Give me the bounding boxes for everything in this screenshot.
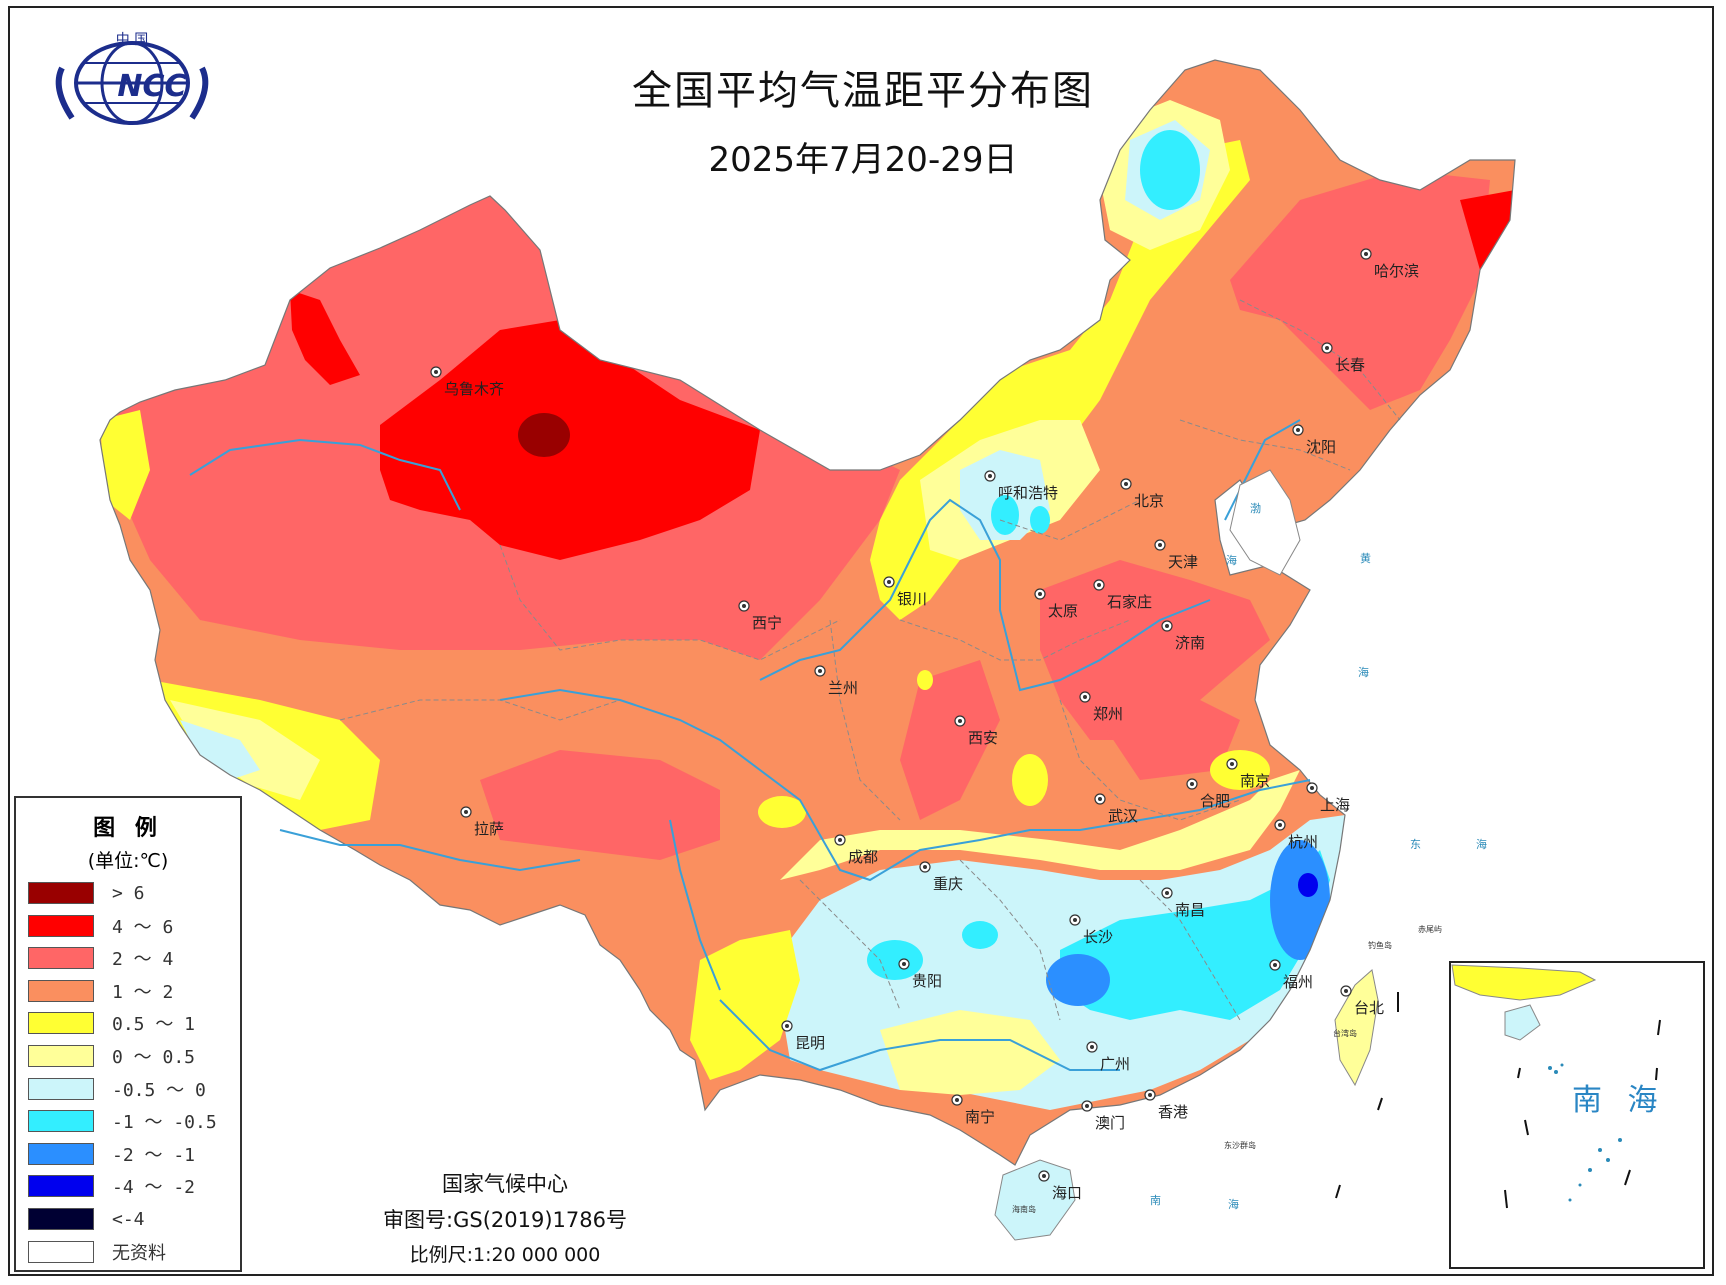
legend-item: -0.5 ～ 0	[28, 1076, 206, 1102]
legend-item: 1 ～ 2	[28, 978, 173, 1004]
city-label: 南昌	[1175, 899, 1205, 920]
island-label: 东沙群岛	[1224, 1140, 1256, 1151]
legend-swatch	[28, 1143, 94, 1165]
city-label: 上海	[1320, 794, 1350, 815]
logo-top-text: 中 国	[116, 32, 148, 48]
legend-label: 0 ～ 0.5	[112, 1043, 195, 1069]
legend-item: <-4	[28, 1206, 145, 1232]
city-label: 沈阳	[1306, 436, 1336, 457]
city-label: 乌鲁木齐	[444, 378, 504, 399]
legend-label: 无资料	[112, 1239, 166, 1265]
city-label: 海口	[1052, 1182, 1082, 1203]
city-label: 太原	[1048, 600, 1078, 621]
sea-label: 海	[1228, 1196, 1239, 1212]
city-label: 杭州	[1288, 831, 1318, 852]
legend-item: -2 ～ -1	[28, 1141, 195, 1167]
city-label: 香港	[1158, 1101, 1188, 1122]
city-label: 呼和浩特	[998, 482, 1058, 503]
sea-label: 海	[1358, 664, 1369, 680]
legend-label: -1 ～ -0.5	[112, 1108, 217, 1134]
city-label: 西宁	[752, 612, 782, 633]
map-date-range: 2025年7月20-29日	[0, 132, 1726, 181]
legend: 图 例 (单位:℃) > 6 4 ～ 6 2 ～ 4 1 ～ 2 0.5 ～ 1 0 ～ …	[14, 796, 242, 1272]
island-label: 海南岛	[1012, 1204, 1036, 1215]
legend-item: > 6	[28, 880, 145, 906]
city-label: 北京	[1134, 490, 1164, 511]
city-label: 福州	[1283, 971, 1313, 992]
sea-label: 渤	[1250, 500, 1261, 516]
city-label: 天津	[1168, 551, 1198, 572]
legend-label: -4 ～ -2	[112, 1173, 195, 1199]
legend-swatch	[28, 1045, 94, 1067]
legend-label: <-4	[112, 1209, 145, 1230]
legend-item: 0.5 ～ 1	[28, 1010, 195, 1036]
legend-swatch	[28, 1078, 94, 1100]
legend-label: -2 ～ -1	[112, 1141, 195, 1167]
legend-item: 无资料	[28, 1239, 166, 1265]
island-label: 钓鱼岛	[1368, 940, 1392, 951]
city-label: 澳门	[1095, 1112, 1125, 1133]
footer-agency: 国家气候中心	[360, 1168, 650, 1198]
city-label: 长沙	[1083, 926, 1113, 947]
city-label: 台北	[1354, 997, 1384, 1018]
legend-swatch	[28, 1110, 94, 1132]
sea-label: 海	[1476, 836, 1487, 852]
legend-label: -0.5 ～ 0	[112, 1076, 206, 1102]
sea-label: 海	[1226, 552, 1237, 568]
legend-item: 0 ～ 0.5	[28, 1043, 195, 1069]
legend-swatch	[28, 947, 94, 969]
legend-label: > 6	[112, 883, 145, 904]
city-label: 南宁	[965, 1106, 995, 1127]
sea-label: 黄	[1360, 550, 1371, 566]
legend-unit: (单位:℃)	[16, 846, 240, 873]
city-label: 银川	[897, 588, 927, 609]
sea-label: 南	[1150, 1192, 1161, 1208]
footer-review-number: 审图号:GS(2019)1786号	[360, 1204, 650, 1234]
city-label: 拉萨	[474, 818, 504, 839]
city-label: 哈尔滨	[1374, 260, 1419, 281]
legend-item: -4 ～ -2	[28, 1173, 195, 1199]
city-label: 郑州	[1093, 703, 1123, 724]
city-label: 西安	[968, 727, 998, 748]
legend-title: 图 例	[16, 810, 240, 842]
city-label: 济南	[1175, 632, 1205, 653]
legend-label: 2 ～ 4	[112, 945, 173, 971]
legend-swatch	[28, 1241, 94, 1263]
legend-swatch	[28, 882, 94, 904]
city-label: 成都	[848, 846, 878, 867]
city-label: 广州	[1100, 1053, 1130, 1074]
legend-swatch	[28, 1012, 94, 1034]
legend-swatch	[28, 1175, 94, 1197]
map-frame	[8, 6, 1714, 1276]
map-title: 全国平均气温距平分布图	[0, 58, 1726, 116]
legend-swatch	[28, 915, 94, 937]
sea-label: 东	[1410, 836, 1421, 852]
city-label: 长春	[1335, 354, 1365, 375]
legend-label: 1 ～ 2	[112, 978, 173, 1004]
footer-scale: 比例尺:1:20 000 000	[360, 1240, 650, 1267]
city-label: 合肥	[1200, 790, 1230, 811]
island-label: 台湾岛	[1333, 1028, 1357, 1039]
inset-title: 南 海	[1572, 1075, 1666, 1119]
city-label: 南京	[1240, 770, 1270, 791]
legend-swatch	[28, 1208, 94, 1230]
city-label: 石家庄	[1107, 591, 1152, 612]
legend-label: 4 ～ 6	[112, 913, 173, 939]
city-label: 贵阳	[912, 970, 942, 991]
legend-item: -1 ～ -0.5	[28, 1108, 217, 1134]
legend-label: 0.5 ～ 1	[112, 1010, 195, 1036]
island-label: 赤尾屿	[1418, 924, 1442, 935]
city-label: 兰州	[828, 677, 858, 698]
legend-item: 4 ～ 6	[28, 913, 173, 939]
legend-swatch	[28, 980, 94, 1002]
city-label: 武汉	[1108, 805, 1138, 826]
legend-item: 2 ～ 4	[28, 945, 173, 971]
city-label: 重庆	[933, 873, 963, 894]
city-label: 昆明	[795, 1032, 825, 1053]
